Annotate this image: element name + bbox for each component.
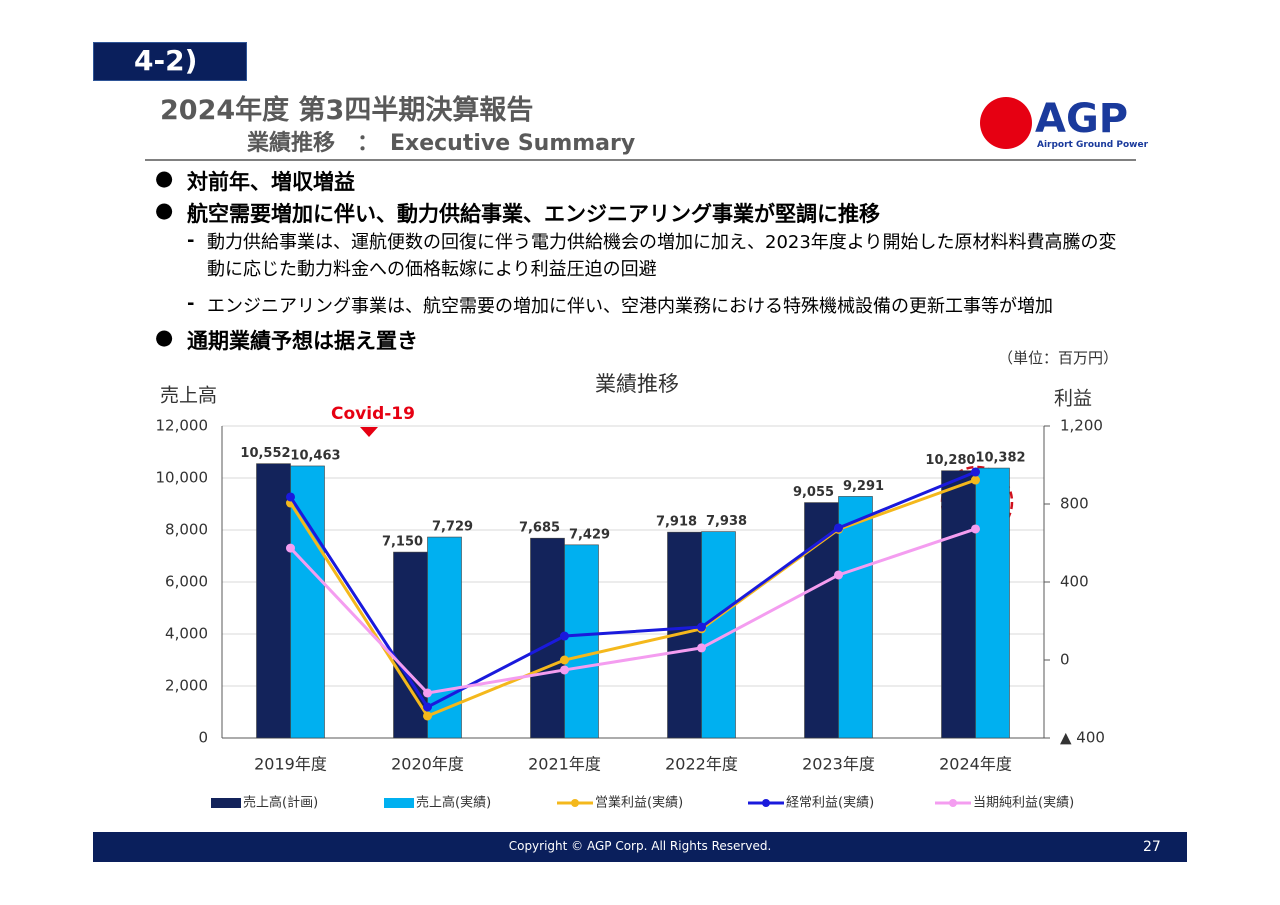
sub-dash: - (187, 293, 195, 314)
line-point (423, 711, 432, 721)
bullet-dot: ● (155, 325, 174, 349)
logo-name: AGP (1035, 96, 1129, 142)
y-tick-label: 12,000 (156, 417, 209, 435)
line-point (423, 688, 432, 698)
legend-swatch (384, 798, 414, 808)
y-tick-label: 2,000 (165, 677, 208, 695)
bar (838, 496, 873, 739)
legend-label: 経常利益(実績) (786, 795, 874, 811)
sub-bullet: エンジニアリング事業は、航空需要の増加に伴い、空港内業務における特殊機械設備の更… (207, 296, 1053, 317)
bar-value-label: 10,463 (290, 448, 340, 463)
bullet: 対前年、増収増益 (187, 170, 355, 194)
line-point (560, 655, 569, 665)
sub-dash: - (187, 230, 195, 251)
line-point (697, 622, 706, 632)
bar-value-label: 7,150 (382, 535, 423, 550)
copyright: Copyright © AGP Corp. All Rights Reserve… (508, 839, 772, 853)
line (289, 470, 977, 709)
y2-tick-label: ▲ 400 (1060, 729, 1105, 747)
bar-value-label: 9,291 (843, 479, 884, 494)
line-point (971, 467, 980, 477)
legend-swatch (571, 799, 579, 807)
bullet: 通期業績予想は据え置き (187, 329, 418, 353)
legend-swatch (762, 799, 770, 807)
bar-value-label: 7,729 (432, 520, 473, 535)
sub-bullet: 動力供給事業は、運航便数の回復に伴う電力供給機会の増加に加え、2023年度より開… (207, 232, 1117, 280)
y2-tick-label: 0 (1060, 651, 1070, 669)
bar (941, 470, 976, 739)
x-tick-label: 2024年度 (939, 755, 1012, 774)
bar (804, 502, 839, 739)
legend-swatch (949, 799, 957, 807)
chart-title: 業績推移 (595, 372, 679, 396)
bar (975, 467, 1010, 739)
bar-value-label: 7,685 (519, 521, 560, 536)
highlight-circle (940, 465, 1014, 539)
y2-tick-label: 800 (1060, 495, 1089, 513)
line-point (560, 631, 569, 641)
bar-value-label: 7,918 (656, 515, 697, 530)
bar (256, 463, 291, 739)
line-point (286, 543, 295, 553)
footer-bar (93, 832, 1187, 862)
line-point (834, 523, 843, 533)
title: 2024年度 第3四半期決算報告 (160, 95, 534, 126)
bar-value-label: 10,552 (240, 446, 290, 461)
bar-value-label: 10,280 (925, 453, 975, 468)
x-tick-label: 2020年度 (391, 755, 464, 774)
line-point (697, 643, 706, 653)
bar-value-label: 9,055 (793, 485, 834, 500)
y2-axis-title: 利益 (1054, 388, 1092, 410)
annotation-marker (360, 427, 378, 437)
bar (564, 544, 599, 739)
logo-mark (980, 97, 1032, 149)
y-tick-label: 8,000 (165, 521, 208, 539)
line-point (423, 702, 432, 712)
header-rule (145, 159, 1136, 161)
bar (701, 531, 736, 739)
unit-note: （単位：百万円） (997, 349, 1118, 367)
line-point (560, 665, 569, 675)
x-tick-label: 2019年度 (254, 755, 327, 774)
y-tick-label: 10,000 (156, 469, 209, 487)
line-point (971, 524, 980, 534)
line (289, 527, 976, 695)
x-tick-label: 2023年度 (802, 755, 875, 774)
logo-tagline: Airport Ground Power (1037, 140, 1149, 150)
y-tick-label: 0 (198, 729, 208, 747)
line-point (286, 492, 295, 502)
legend-label: 売上高(計画) (243, 795, 318, 811)
line (289, 478, 977, 718)
legend-swatch (211, 798, 241, 808)
bullet-dot: ● (155, 198, 174, 222)
y-tick-label: 6,000 (165, 573, 208, 591)
line-point (971, 475, 980, 485)
section-badge (93, 42, 247, 81)
section-label: 4-2) (134, 44, 198, 77)
y2-tick-label: 400 (1060, 573, 1089, 591)
x-tick-label: 2021年度 (528, 755, 601, 774)
subtitle: 業績推移 ： Executive Summary (247, 131, 636, 156)
legend-label: 営業利益(実績) (595, 795, 683, 811)
line-point (834, 570, 843, 580)
annotation: Covid-19 (331, 404, 415, 424)
legend-label: 当期純利益(実績) (973, 795, 1074, 811)
page-number: 27 (1143, 839, 1161, 855)
bar-value-label: 10,382 (975, 451, 1025, 466)
y-axis-title: 売上高 (160, 385, 217, 407)
bar-value-label: 7,429 (569, 527, 610, 542)
bar-value-label: 7,938 (706, 514, 747, 529)
y-tick-label: 4,000 (165, 625, 208, 643)
y2-tick-label: 1,200 (1060, 417, 1103, 435)
x-tick-label: 2022年度 (665, 755, 738, 774)
bullet-dot: ● (155, 166, 174, 190)
legend-label: 売上高(実績) (416, 795, 491, 811)
bullet: 航空需要増加に伴い、動力供給事業、エンジニアリング事業が堅調に推移 (187, 202, 880, 226)
